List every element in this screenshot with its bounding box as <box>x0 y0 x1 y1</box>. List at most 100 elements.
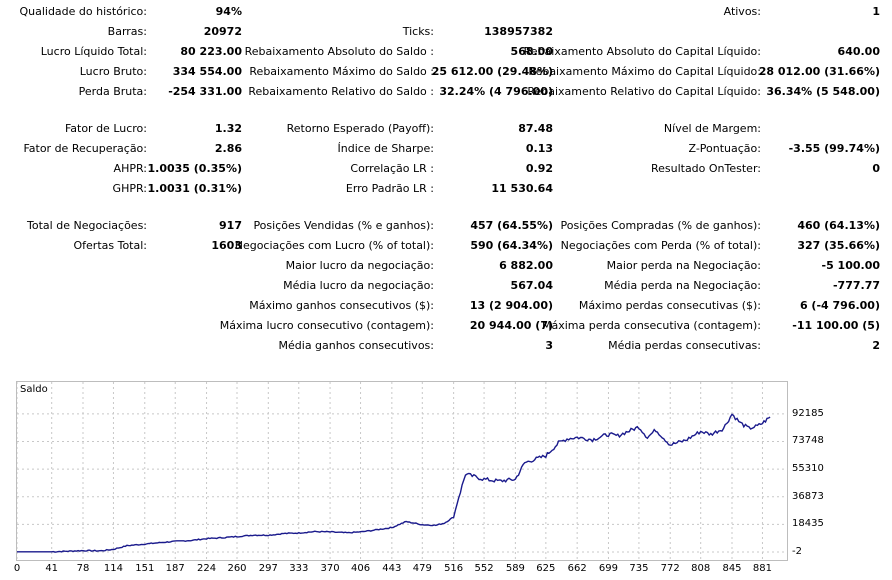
x-tick-label: 808 <box>691 563 711 574</box>
x-tick-label: 406 <box>350 563 371 574</box>
x-tick-label: 772 <box>660 563 680 574</box>
col1-row-6-value: 2.86 <box>214 142 242 155</box>
col2-row-8-value: 457 (64.55%) <box>470 219 553 232</box>
col2-row-11-label: Média lucro da negociação: <box>283 279 434 292</box>
y-tick-label: 73748 <box>792 435 824 447</box>
col2-row-9-label: Negociações com Lucro (% of total): <box>234 239 434 252</box>
balance-line <box>17 413 771 553</box>
col1-row-3-value: 334 554.00 <box>172 65 242 78</box>
col2-row-12-label: Máximo ganhos consecutivos ($): <box>249 299 434 312</box>
col2-row-9-value: 590 (64.34%) <box>470 239 553 252</box>
col3-row-13-label: Média perdas consecutivas: <box>608 339 761 352</box>
col2-row-4-label: Retorno Esperado (Payoff): <box>286 122 434 135</box>
col3-row-12-value: -11 100.00 (5) <box>792 319 880 332</box>
col3-row-7-value: 460 (64.13%) <box>797 219 880 232</box>
col1-row-5-label: Fator de Lucro: <box>64 122 147 135</box>
x-tick-label: 589 <box>505 563 525 574</box>
col3-row-1-value: 640.00 <box>837 45 880 58</box>
x-tick-label: 0 <box>13 563 21 574</box>
col3-row-10-value: -777.77 <box>832 279 880 292</box>
col3-row-0-value: 1 <box>872 5 880 18</box>
x-tick-label: 224 <box>196 563 217 574</box>
col3-row-9-label: Maior perda na Negociação: <box>606 259 761 272</box>
col2-row-2-value: 25 612.00 (29.48%) <box>431 65 553 78</box>
col3-row-2-label: Rebaixamento Máximo do Capital Líquido: <box>528 65 761 78</box>
x-tick-label: 845 <box>722 563 742 574</box>
col3-row-3-value: 36.34% (5 548.00) <box>766 85 880 98</box>
col1-row-1-label: Barras: <box>107 25 147 38</box>
col3-row-6-label: Resultado OnTester: <box>650 162 761 175</box>
balance-chart <box>16 381 788 561</box>
col2-row-10-label: Maior lucro da negociação: <box>285 259 434 272</box>
col1-row-10-value: 1603 <box>211 239 242 252</box>
x-tick-label: 881 <box>752 563 772 574</box>
col2-row-6-label: Correlação LR : <box>350 162 434 175</box>
x-tick-label: 114 <box>103 563 123 574</box>
col2-row-12-value: 13 (2 904.00) <box>469 299 553 312</box>
x-tick-label: 297 <box>258 563 278 574</box>
col3-row-1-label: Rebaixamento Absoluto do Capital Líquido… <box>523 45 761 58</box>
x-tick-label: 443 <box>382 563 402 574</box>
col2-row-3-value: 32.24% (4 796.00) <box>439 85 553 98</box>
col1-row-8-value: 1.0031 (0.31%) <box>147 182 243 195</box>
col2-row-11-value: 567.04 <box>510 279 553 292</box>
x-tick-label: 370 <box>320 563 340 574</box>
col2-row-2-label: Rebaixamento Máximo do Saldo : <box>249 65 434 78</box>
col1-row-7-value: 1.0035 (0.35%) <box>147 162 243 175</box>
col1-row-9-value: 917 <box>219 219 242 232</box>
col1-row-2-value: 80 223.00 <box>180 45 242 58</box>
x-tick-label: 260 <box>227 563 247 574</box>
col3-row-9-value: -5 100.00 <box>821 259 881 272</box>
col2-row-1-value: 568.00 <box>510 45 553 58</box>
x-tick-label: 41 <box>45 563 59 574</box>
y-tick-label: 92185 <box>792 407 824 419</box>
x-tick-label: 151 <box>135 563 155 574</box>
x-tick-label: 479 <box>412 563 432 574</box>
x-tick-label: 333 <box>289 563 309 574</box>
col3-row-7-label: Posições Compradas (% de ganhos): <box>560 219 761 232</box>
col3-row-3-label: Rebaixamento Relativo do Capital Líquido… <box>527 85 761 98</box>
col1-row-8-label: GHPR: <box>112 182 147 195</box>
col2-row-8-label: Posições Vendidas (% e ganhos): <box>253 219 434 232</box>
col2-row-0-value: 138957382 <box>484 25 553 38</box>
col1-row-4-label: Perda Bruta: <box>78 85 147 98</box>
col3-row-10-label: Média perda na Negociação: <box>604 279 761 292</box>
y-tick-label: -2 <box>792 546 802 557</box>
col2-row-1-label: Rebaixamento Absoluto do Saldo : <box>244 45 434 58</box>
col2-row-0-label: Ticks: <box>402 25 434 38</box>
col1-row-3-label: Lucro Bruto: <box>79 65 147 78</box>
col1-row-6-label: Fator de Recuperação: <box>23 142 147 155</box>
col1-row-0-value: 94% <box>215 5 242 18</box>
col3-row-12-label: Máxima perda consecutiva (contagem): <box>542 319 761 332</box>
col2-row-10-value: 6 882.00 <box>499 259 553 272</box>
col2-row-14-value: 3 <box>545 339 553 352</box>
col1-row-5-value: 1.32 <box>214 122 242 135</box>
y-tick-label: 55310 <box>792 463 824 475</box>
col1-row-0-label: Qualidade do histórico: <box>19 5 147 18</box>
x-tick-label: 78 <box>76 563 90 574</box>
col2-row-7-label: Erro Padrão LR : <box>345 182 434 195</box>
col2-row-3-label: Rebaixamento Relativo do Saldo : <box>248 85 434 98</box>
x-tick-label: 662 <box>567 563 587 574</box>
y-tick-label: 18435 <box>792 518 824 530</box>
x-tick-label: 516 <box>444 563 464 574</box>
balance-chart-plot <box>17 382 787 560</box>
col1-row-2-label: Lucro Líquido Total: <box>40 45 147 58</box>
x-tick-label: 625 <box>536 563 556 574</box>
col1-row-4-value: -254 331.00 <box>168 85 242 98</box>
col1-row-7-label: AHPR: <box>113 162 147 175</box>
col1-row-10-label: Ofertas Total: <box>73 239 148 252</box>
col3-row-5-value: -3.55 (99.74%) <box>788 142 880 155</box>
x-tick-label: 552 <box>474 563 494 574</box>
col3-row-0-label: Ativos: <box>723 5 761 18</box>
col2-row-13-value: 20 944.00 (7) <box>469 319 553 332</box>
col3-row-13-value: 2 <box>872 339 880 352</box>
y-tick-label: 36873 <box>792 490 824 502</box>
col2-row-7-value: 11 530.64 <box>491 182 553 195</box>
col3-row-6-value: 0 <box>872 162 880 175</box>
col2-row-6-value: 0.92 <box>525 162 553 175</box>
col2-row-14-label: Média ganhos consecutivos: <box>278 339 434 352</box>
x-tick-label: 735 <box>629 563 649 574</box>
x-tick-label: 187 <box>165 563 185 574</box>
col2-row-13-label: Máxima lucro consecutivo (contagem): <box>219 319 434 332</box>
